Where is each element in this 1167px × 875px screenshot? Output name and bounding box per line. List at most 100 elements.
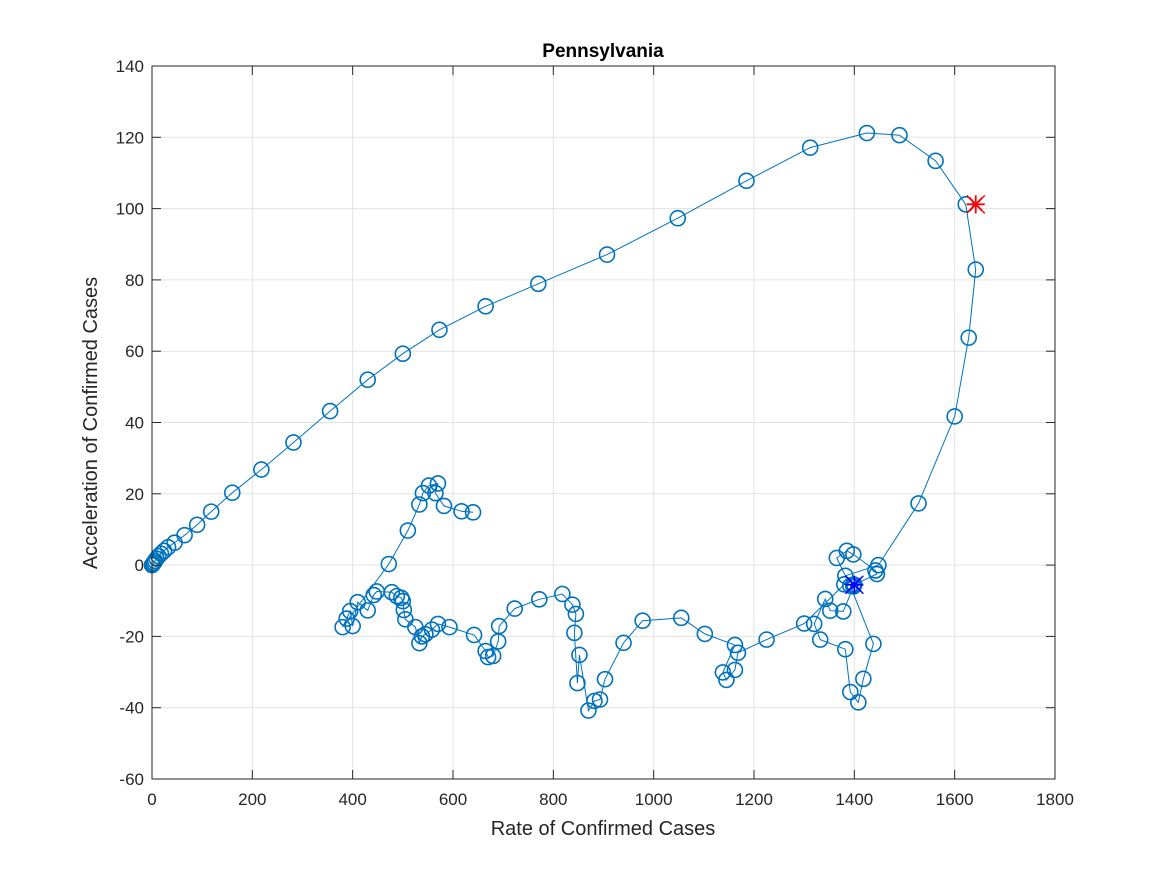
- data-point: [359, 371, 377, 389]
- series-line: [151, 132, 977, 712]
- data-point: [155, 542, 173, 560]
- data-point: [334, 618, 351, 636]
- data-point: [946, 408, 963, 425]
- x-axis-label: Rate of Confirmed Cases: [491, 818, 716, 840]
- y-tick-label: -60: [119, 770, 144, 789]
- y-tick-label: 80: [125, 271, 144, 290]
- data-point: [506, 600, 524, 617]
- data-point: [596, 670, 614, 688]
- data-point: [397, 610, 414, 628]
- data-point: [868, 565, 886, 583]
- data-point: [564, 596, 581, 613]
- data-point: [529, 275, 547, 293]
- data-point: [411, 496, 428, 513]
- data-point: [738, 172, 755, 190]
- x-tick-label: 800: [539, 790, 567, 809]
- data-point: [368, 583, 386, 600]
- data-point: [805, 615, 823, 633]
- data-point: [435, 497, 453, 515]
- data-point: [845, 546, 862, 563]
- data-point: [615, 634, 632, 652]
- data-point: [567, 605, 585, 623]
- x-tick-label: 200: [238, 790, 266, 809]
- data-point: [821, 602, 839, 620]
- y-tick-label: 140: [116, 57, 144, 76]
- data-point: [714, 664, 732, 681]
- data-point: [202, 503, 220, 520]
- x-tick-label: 1000: [635, 790, 673, 809]
- data-point: [530, 591, 548, 608]
- data-point: [718, 671, 735, 689]
- data-point: [359, 602, 377, 619]
- data-point: [489, 633, 507, 650]
- data-point: [967, 261, 985, 278]
- x-tick-label: 600: [439, 790, 467, 809]
- data-point: [441, 618, 458, 636]
- x-tick-label: 0: [147, 790, 156, 809]
- end-marker: [844, 575, 864, 595]
- data-point: [431, 321, 448, 339]
- data-layer: [143, 124, 986, 719]
- data-point: [586, 692, 603, 710]
- data-point: [554, 585, 571, 603]
- y-tick-label: 100: [116, 200, 144, 219]
- data-point: [960, 329, 978, 346]
- data-point: [477, 297, 494, 315]
- data-point: [394, 345, 412, 362]
- data-point: [571, 646, 588, 664]
- data-point: [253, 461, 270, 478]
- y-tick-label: 120: [116, 128, 144, 147]
- data-point: [634, 612, 651, 630]
- data-point: [566, 624, 583, 642]
- ticks: 0 200 400 600 800 1000 1200 1400 1600 1800-60-40-…: [116, 57, 1074, 809]
- data-point: [816, 590, 834, 608]
- data-point: [223, 484, 241, 502]
- data-point: [365, 586, 383, 604]
- data-point: [429, 615, 447, 633]
- data-point: [834, 603, 852, 620]
- x-tick-label: 1400: [835, 790, 873, 809]
- data-point: [453, 502, 470, 520]
- y-tick-label: 20: [125, 485, 144, 504]
- data-point: [795, 615, 813, 632]
- data-point: [380, 555, 398, 573]
- x-tick-label: 1200: [735, 790, 773, 809]
- data-point: [341, 602, 359, 620]
- x-tick-label: 1600: [936, 790, 974, 809]
- data-point: [399, 522, 417, 539]
- y-tick-label: 40: [125, 414, 144, 433]
- x-tick-label: 400: [338, 790, 366, 809]
- start-marker: [966, 194, 986, 214]
- data-point: [865, 635, 882, 653]
- data-point: [285, 434, 302, 451]
- y-tick-label: 60: [125, 342, 144, 361]
- data-point: [465, 626, 483, 644]
- y-axis-label: Acceleration of Confirmed Cases: [80, 277, 102, 569]
- y-tick-label: -40: [119, 699, 144, 718]
- chart-title: Pennsylvania: [542, 41, 664, 62]
- data-point: [395, 601, 413, 619]
- data-point: [855, 670, 872, 688]
- data-point: [188, 516, 206, 534]
- data-point: [429, 475, 447, 492]
- data-point: [696, 625, 714, 643]
- y-tick-label: 0: [135, 556, 144, 575]
- y-tick-label: -20: [119, 627, 144, 646]
- data-point: [338, 610, 355, 627]
- data-point: [726, 636, 744, 654]
- data-point: [842, 683, 859, 701]
- data-point: [858, 124, 876, 142]
- data-point: [891, 126, 908, 144]
- data-point: [910, 495, 927, 512]
- data-point: [672, 609, 690, 627]
- data-point: [927, 152, 944, 170]
- data-point: [801, 139, 819, 156]
- data-point: [411, 634, 428, 652]
- data-point: [837, 640, 854, 658]
- data-point: [388, 587, 406, 605]
- data-point: [427, 484, 444, 502]
- data-point: [850, 694, 867, 711]
- data-point: [598, 246, 616, 263]
- data-point: [669, 209, 687, 227]
